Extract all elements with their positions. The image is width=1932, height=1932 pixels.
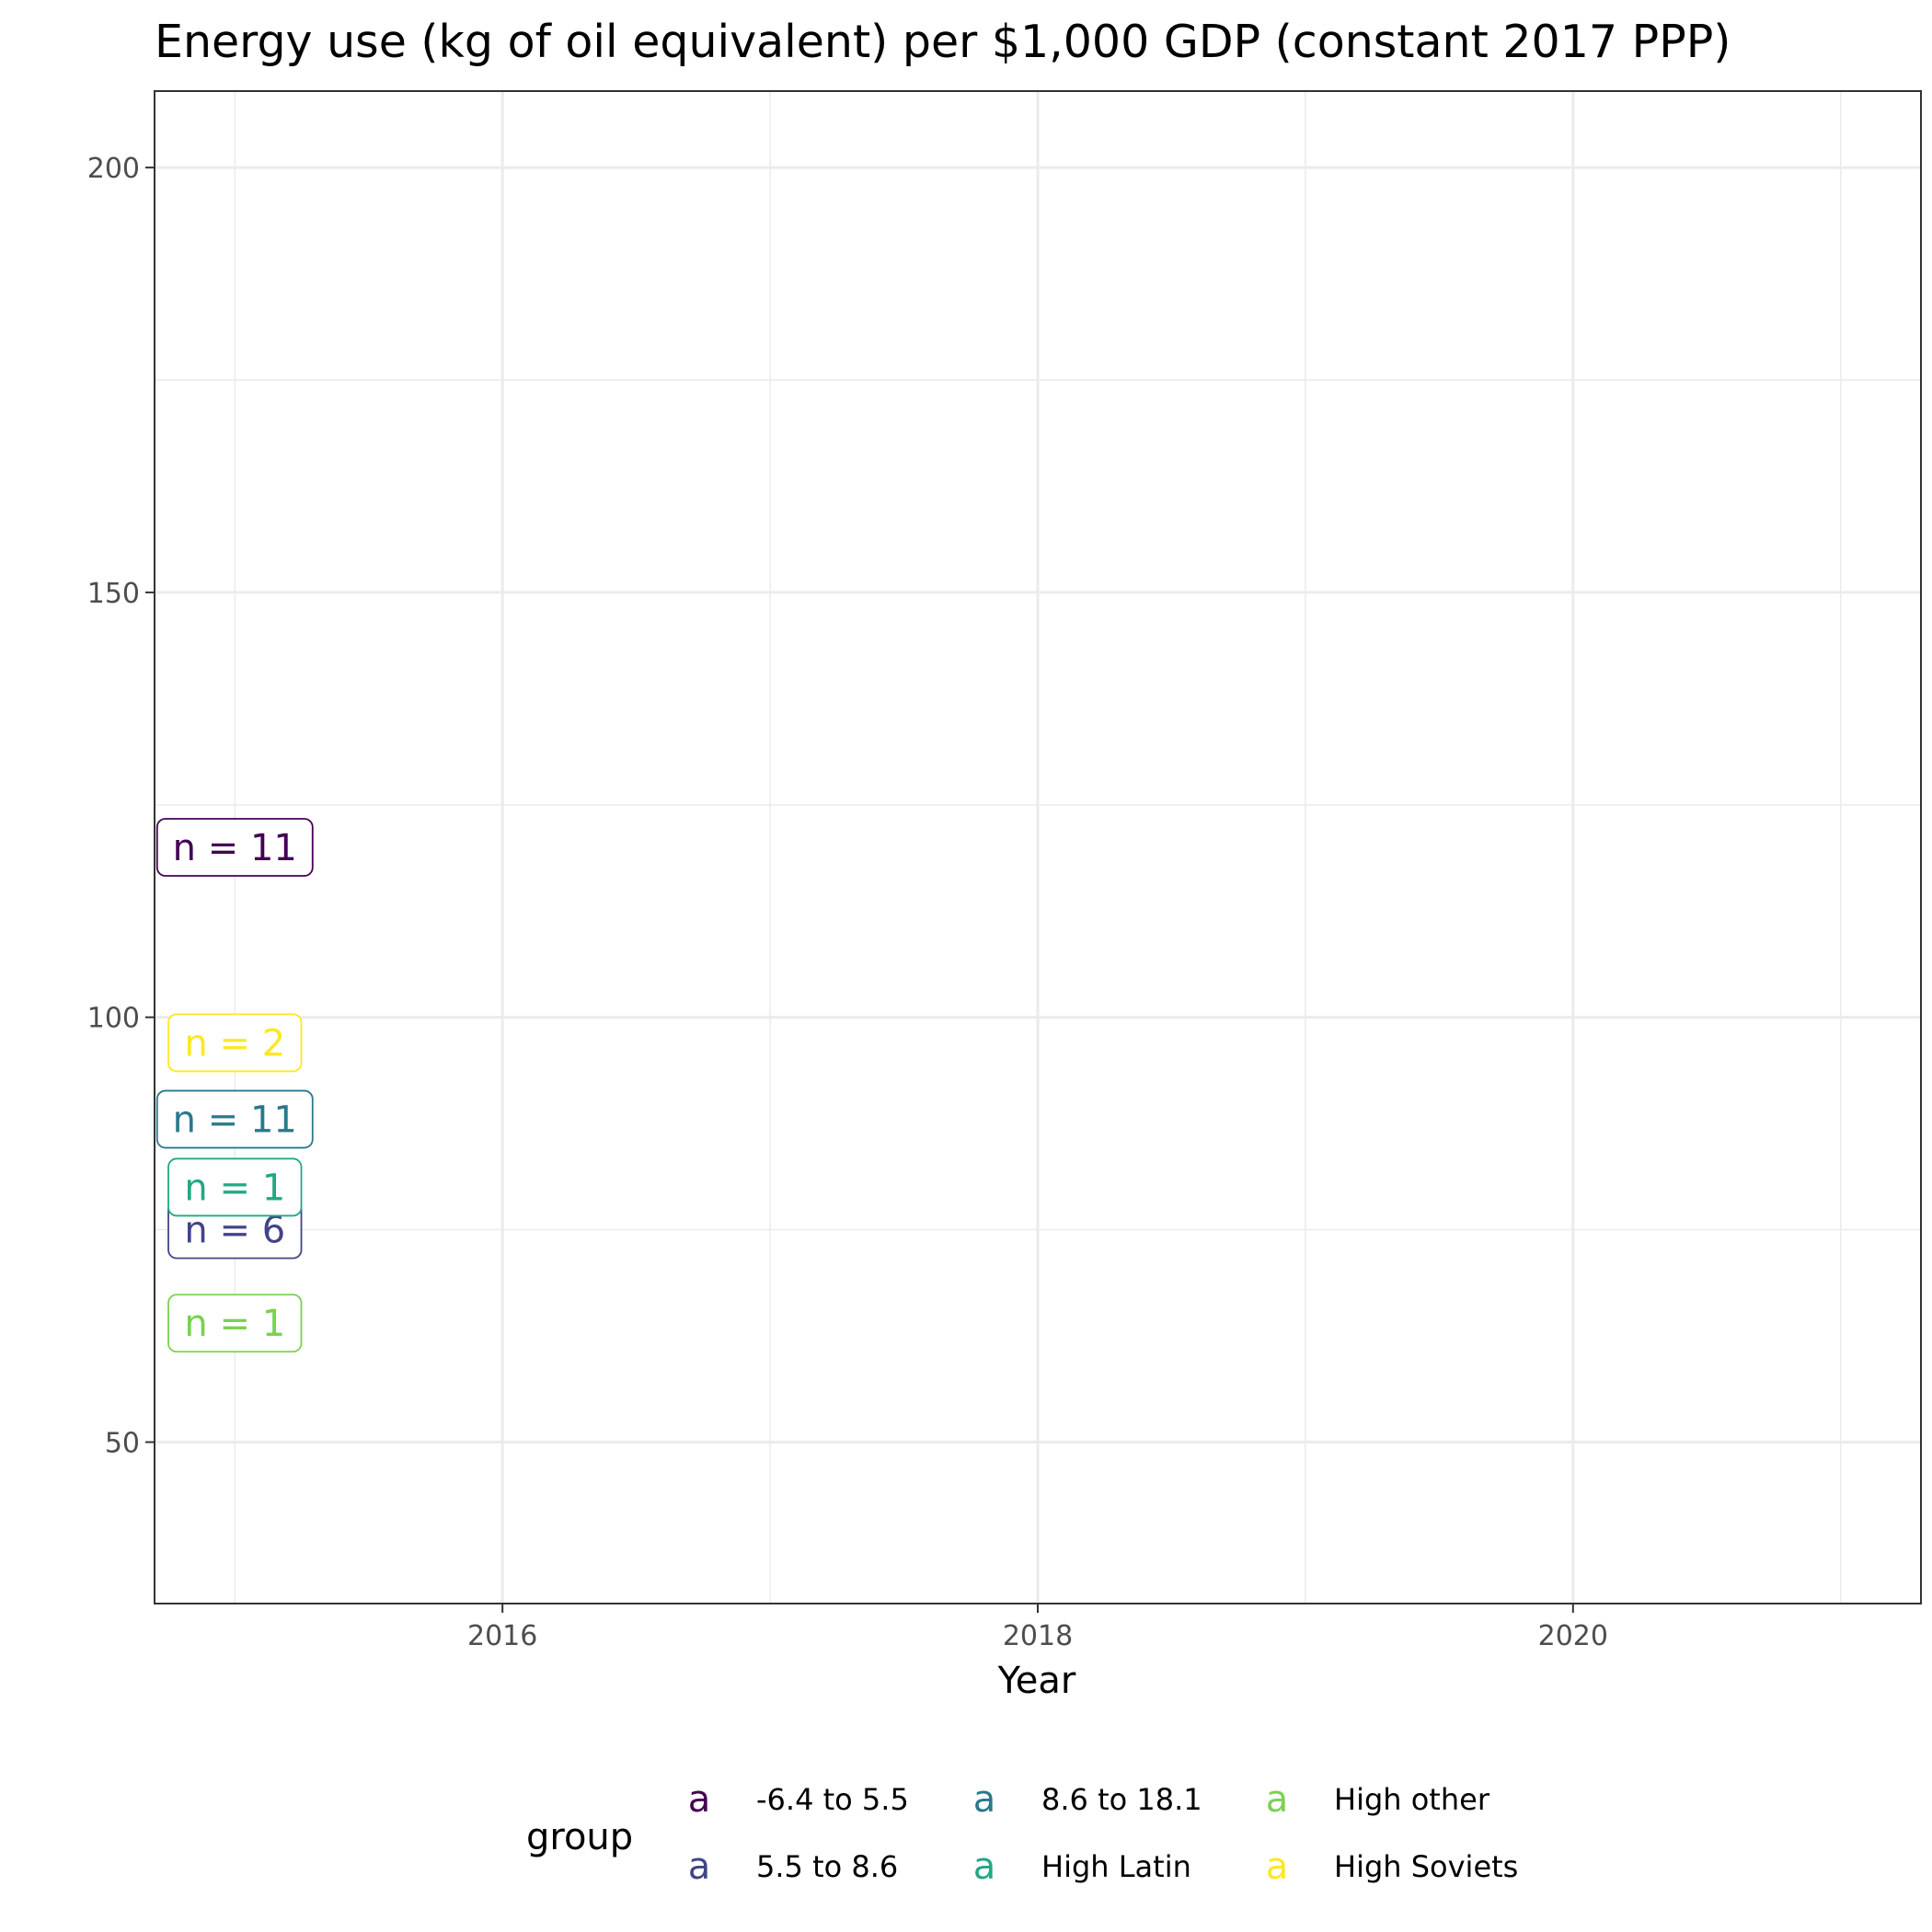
y-tick-label: 200 xyxy=(87,153,140,185)
legend-label: High other xyxy=(1334,1782,1490,1817)
data-label: n = 11 xyxy=(155,1089,314,1149)
x-tick-label: 2020 xyxy=(1538,1620,1608,1652)
data-label-text: n = 1 xyxy=(184,1303,285,1345)
y-axis-tick-labels: 50 100 150 200 xyxy=(87,153,140,1459)
legend-label: High Latin xyxy=(1041,1849,1191,1884)
legend-key: a xyxy=(973,1778,996,1821)
x-axis-tick-labels: 2016 2018 2020 xyxy=(467,1620,1608,1652)
data-label: n = 1 xyxy=(167,1294,303,1353)
legend-title: group xyxy=(526,1816,633,1858)
data-label-text: n = 2 xyxy=(184,1022,285,1064)
legend-item: a High Latin xyxy=(973,1846,1191,1888)
data-label-box xyxy=(155,1089,314,1149)
data-label-text: n = 1 xyxy=(184,1167,285,1209)
x-tick-label: 2018 xyxy=(1003,1620,1073,1652)
legend-item: a 5.5 to 8.6 xyxy=(688,1846,899,1888)
data-label: n = 2 xyxy=(167,1013,303,1073)
data-label-text: n = 11 xyxy=(173,1099,297,1142)
legend-label: 5.5 to 8.6 xyxy=(756,1849,898,1884)
y-tick-label: 50 xyxy=(105,1428,140,1460)
data-label-box xyxy=(167,1157,303,1217)
legend: group a -6.4 to 5.5 a 5.5 to 8.6 a 8.6 to 18.… xyxy=(526,1778,1518,1888)
legend-item: a -6.4 to 5.5 xyxy=(688,1778,909,1821)
legend-key: a xyxy=(688,1778,711,1821)
legend-label: 8.6 to 18.1 xyxy=(1041,1782,1202,1817)
major-gridlines xyxy=(155,91,1921,1604)
data-label: n = 11 xyxy=(155,818,314,877)
data-label-box xyxy=(167,1013,303,1073)
legend-item: a 8.6 to 18.1 xyxy=(973,1778,1202,1821)
legend-key: a xyxy=(688,1846,711,1888)
data-label-box xyxy=(155,818,314,877)
legend-key: a xyxy=(973,1846,996,1888)
data-label-box xyxy=(167,1294,303,1353)
legend-item: a High Soviets xyxy=(1266,1846,1519,1888)
chart-title: Energy use (kg of oil equivalent) per $1… xyxy=(155,16,1731,68)
data-label: n = 1 xyxy=(167,1157,303,1217)
axis-ticks xyxy=(145,167,1574,1613)
x-tick-label: 2016 xyxy=(467,1620,537,1652)
legend-label: High Soviets xyxy=(1334,1849,1518,1884)
y-tick-label: 100 xyxy=(87,1003,140,1035)
data-label-text: n = 11 xyxy=(173,827,297,869)
legend-key: a xyxy=(1266,1778,1289,1821)
y-tick-label: 150 xyxy=(87,578,140,610)
legend-label: -6.4 to 5.5 xyxy=(756,1782,909,1817)
x-axis-title: Year xyxy=(997,1660,1076,1702)
data-labels: n = 11n = 6n = 11n = 1n = 1n = 2 xyxy=(155,818,314,1353)
legend-item: a High other xyxy=(1266,1778,1490,1821)
legend-key: a xyxy=(1266,1846,1289,1888)
